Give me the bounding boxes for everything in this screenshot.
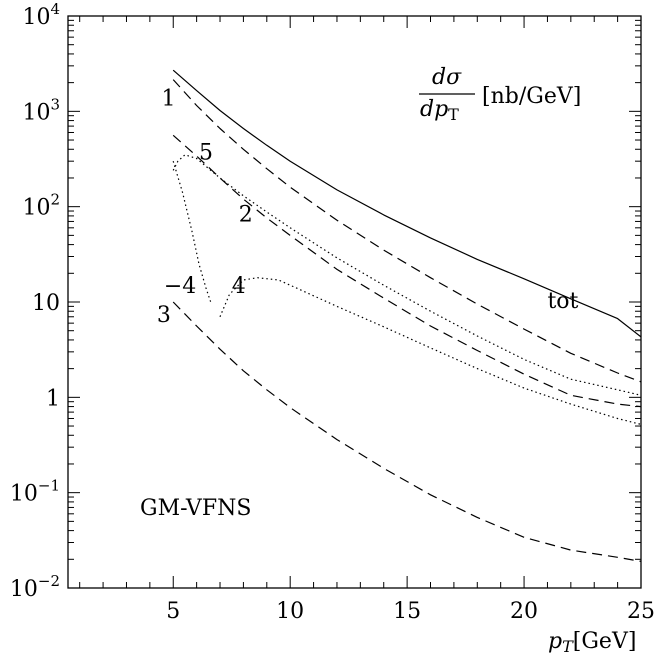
x-tick-label: 10: [276, 599, 304, 624]
y-tick-label: 103: [22, 95, 60, 125]
series-line-1: [172, 79, 642, 383]
y-tick-label: 10−1: [10, 477, 60, 507]
y-tick-label: 1: [46, 386, 60, 411]
curve-label-minus4: −4: [164, 274, 196, 299]
curve-label-tot: tot: [547, 289, 578, 314]
x-tick-label: 20: [510, 599, 538, 624]
scheme-label: GM-VFNS: [140, 496, 251, 521]
curve-label-3: 3: [157, 303, 171, 328]
x-tick-label: 25: [627, 599, 655, 624]
quantity-numerator: dσ: [432, 65, 462, 90]
data-curves: [172, 69, 642, 562]
curve-label-4: 4: [232, 274, 246, 299]
curve-labels: 1 5 2 −4 4 3 tot: [157, 86, 579, 328]
series-line-minus4: [172, 161, 212, 303]
series-line-tot: [172, 69, 642, 338]
series-line-3: [172, 301, 642, 562]
curve-label-2: 2: [239, 202, 253, 227]
quantity-denominator: dpT: [420, 97, 459, 124]
x-axis-title: pT[GeV]: [548, 629, 636, 656]
curve-label-5: 5: [199, 140, 213, 165]
quantity-annotation: dσ dpT [nb/GeV]: [419, 65, 581, 124]
y-tick-label: 104: [22, 0, 60, 30]
y-tick-label: 102: [22, 191, 60, 221]
series-line-2: [172, 134, 642, 408]
curve-label-1: 1: [162, 86, 176, 111]
quantity-unit: [nb/GeV]: [482, 84, 581, 109]
x-tick-label: 15: [393, 599, 421, 624]
y-tick-label: 10−2: [10, 572, 60, 602]
y-tick-label: 10: [32, 291, 60, 316]
axis-ticks: [68, 15, 642, 589]
x-tick-label: 5: [166, 599, 180, 624]
series-line-5: [172, 154, 642, 396]
